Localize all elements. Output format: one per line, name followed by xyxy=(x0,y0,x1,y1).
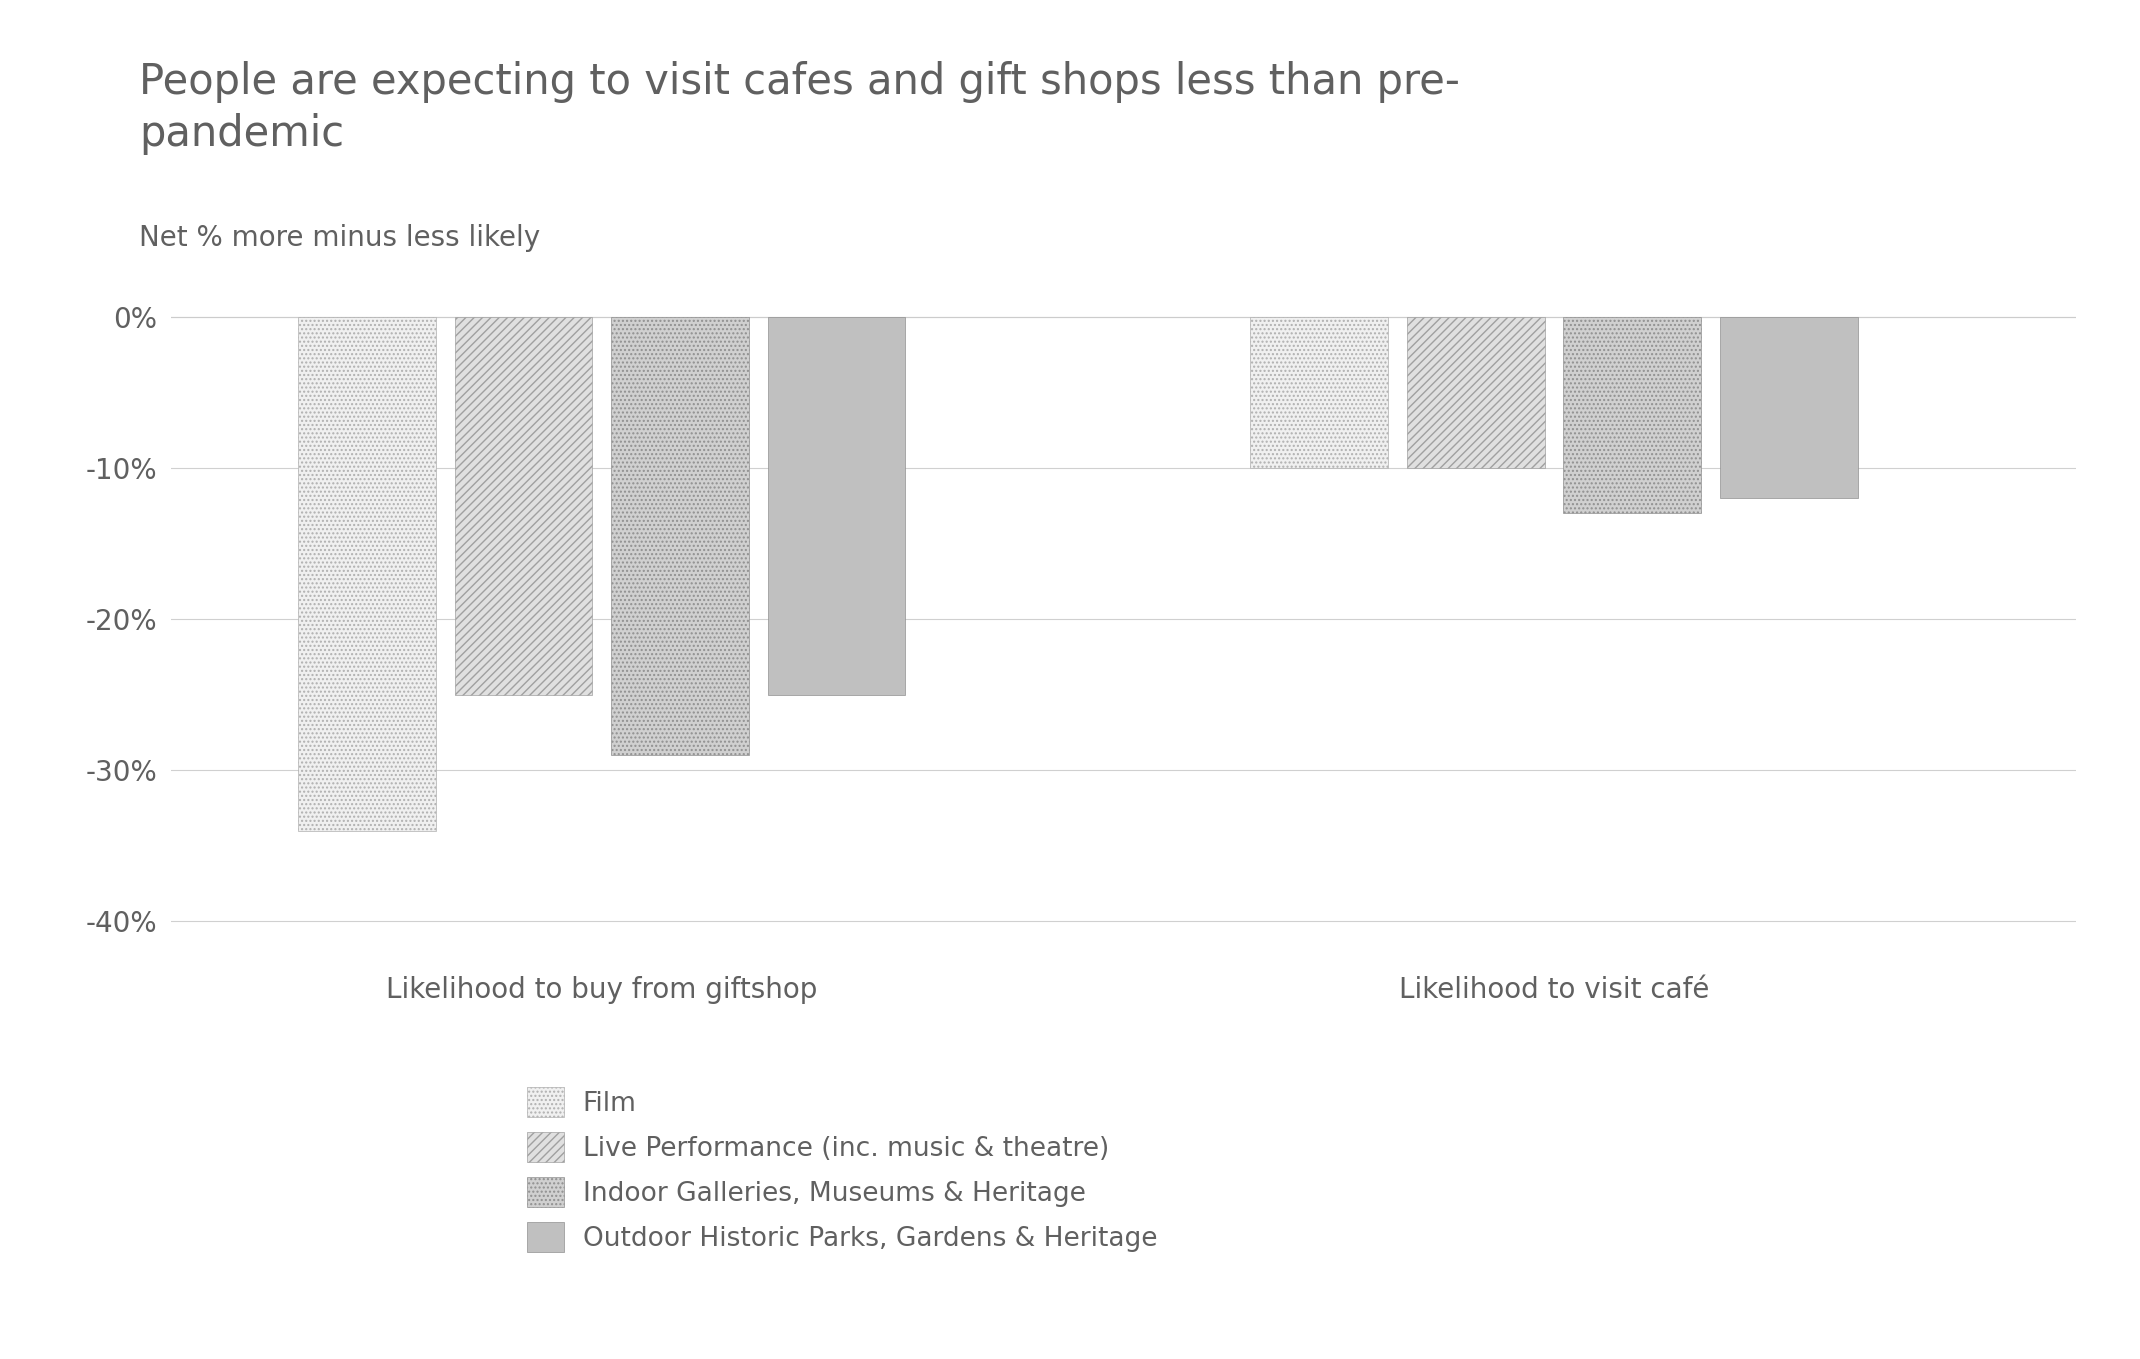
Bar xyxy=(768,317,905,694)
Bar xyxy=(1564,317,1701,514)
Bar xyxy=(612,317,749,756)
Text: People are expecting to visit cafes and gift shops less than pre-
pandemic: People are expecting to visit cafes and … xyxy=(139,61,1459,155)
Text: Net % more minus less likely: Net % more minus less likely xyxy=(139,224,539,253)
Bar xyxy=(1250,317,1389,467)
Bar xyxy=(297,317,437,830)
Legend: Film, Live Performance (inc. music & theatre), Indoor Galleries, Museums & Herit: Film, Live Performance (inc. music & the… xyxy=(526,1087,1158,1252)
Bar xyxy=(454,317,593,694)
Bar xyxy=(1406,317,1545,467)
Bar xyxy=(1721,317,1858,499)
